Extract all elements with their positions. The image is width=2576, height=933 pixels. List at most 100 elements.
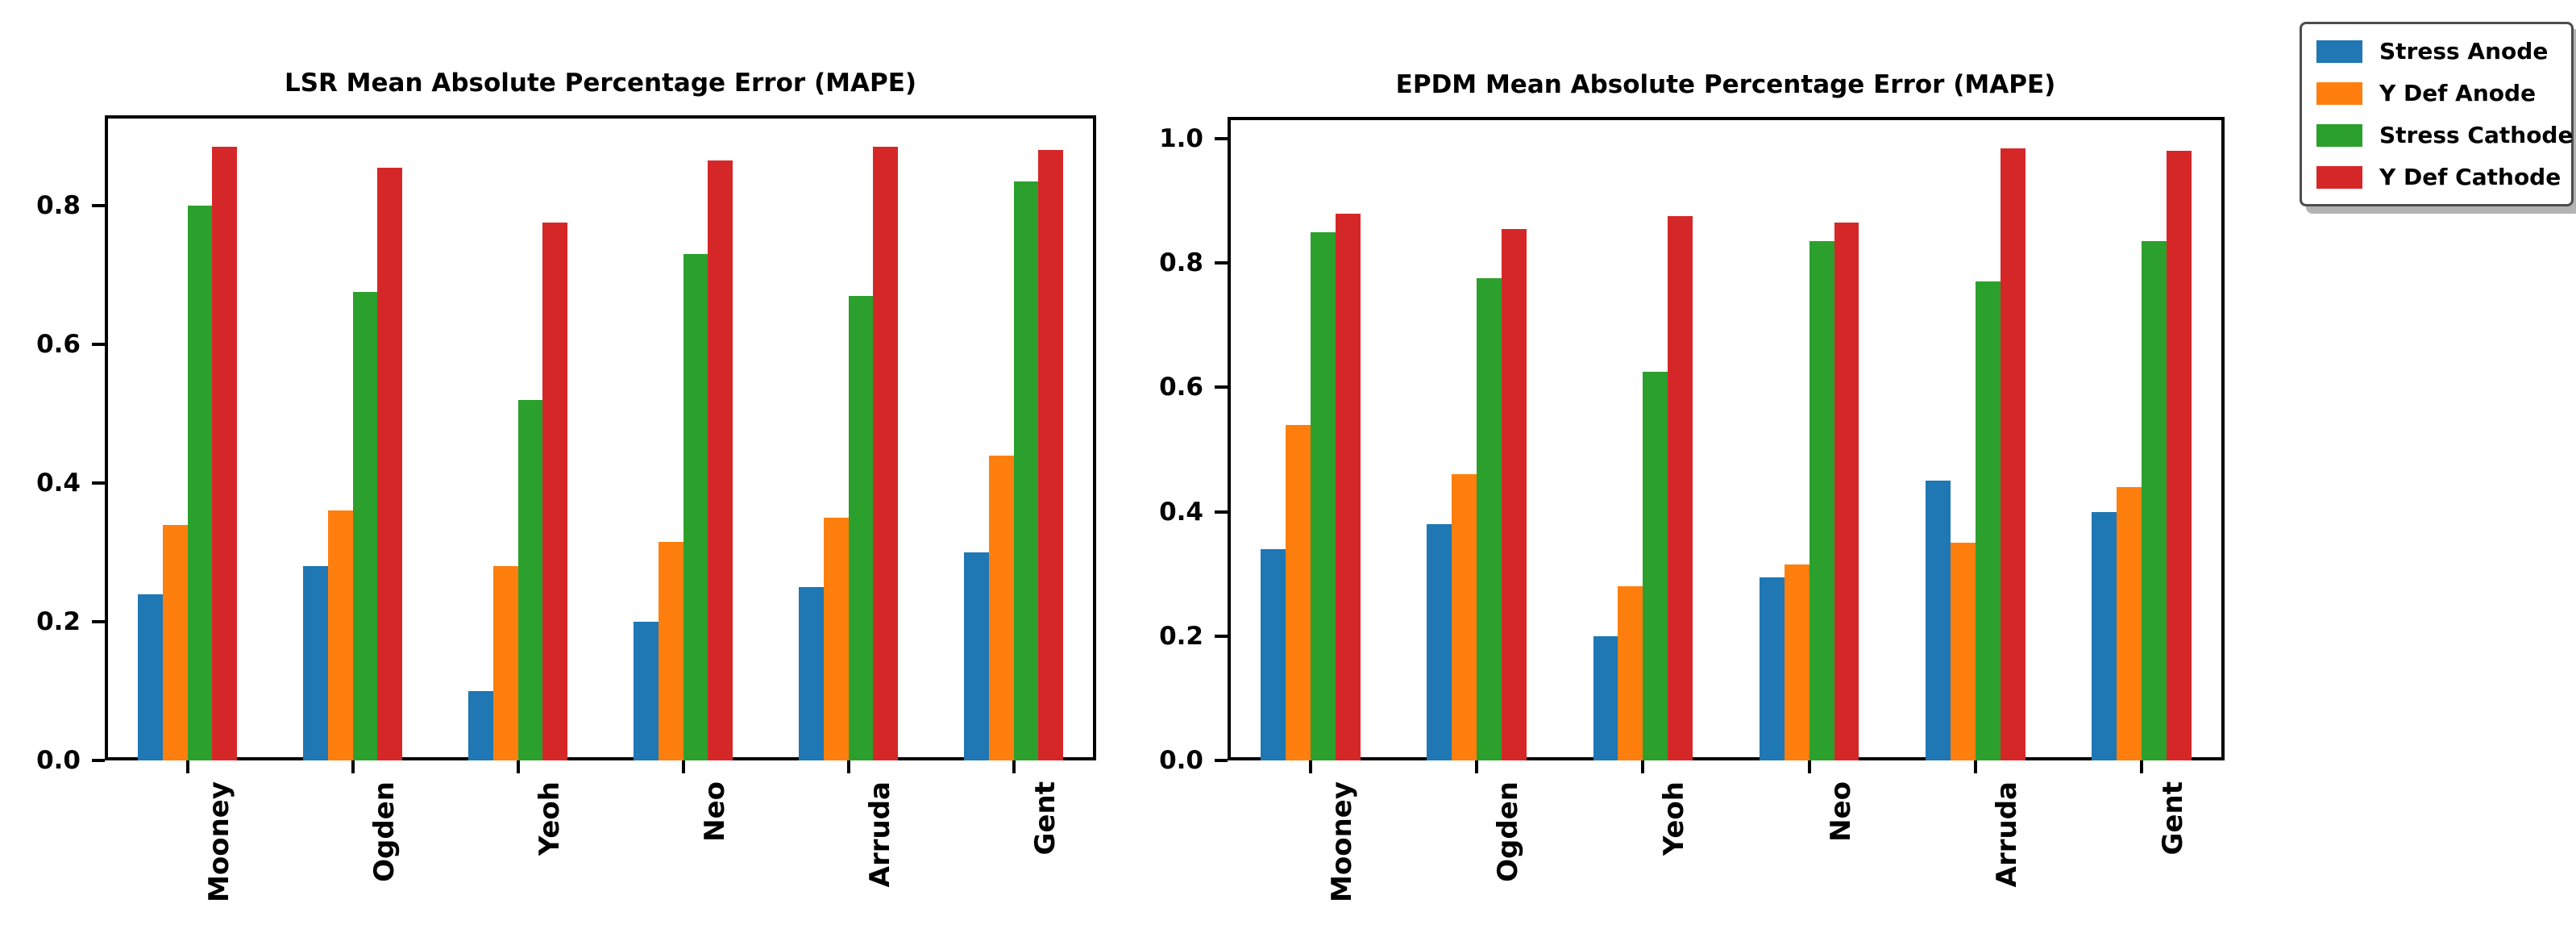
bar-stress-cathode — [683, 254, 708, 760]
y-tick-label: 0.6 — [1159, 373, 1203, 402]
y-tick-label: 0.8 — [36, 190, 81, 220]
legend-label: Y Def Anode — [2379, 80, 2537, 106]
legend-item: Y Def Cathode — [2316, 164, 2561, 190]
legend-swatch-stress-cathode — [2316, 123, 2362, 147]
x-tick-label: Mooney — [202, 781, 235, 902]
legend-swatch-y-def-cathode — [2316, 165, 2362, 189]
bar-stress-cathode — [2141, 241, 2167, 760]
bar-y-def-cathode — [873, 146, 898, 760]
y-tick-mark — [1215, 634, 1228, 638]
x-tick-label: Ogden — [1492, 781, 1525, 882]
bar-stress-anode — [468, 690, 493, 760]
bar-y-def-anode — [1618, 586, 1643, 760]
y-tick-mark — [1215, 759, 1228, 762]
y-tick-mark — [92, 203, 105, 207]
bar-y-def-anode — [1950, 543, 1976, 760]
y-tick-label: 0.4 — [36, 468, 81, 498]
bar-y-def-anode — [823, 517, 849, 760]
epdm-plot-area — [1228, 117, 2225, 760]
bar-stress-cathode — [1809, 241, 1834, 760]
x-tick-mark — [1012, 760, 1016, 773]
bar-y-def-anode — [162, 524, 188, 760]
bar-y-def-cathode — [377, 167, 402, 760]
x-tick-label: Arruda — [863, 781, 896, 888]
bar-stress-cathode — [1477, 278, 1502, 760]
y-tick-mark — [1215, 510, 1228, 514]
x-tick-mark — [516, 760, 520, 773]
bar-y-def-anode — [658, 542, 683, 760]
bar-stress-anode — [2092, 511, 2117, 760]
bar-y-def-anode — [1286, 424, 1311, 760]
y-tick-label: 0.6 — [36, 329, 81, 359]
legend-item: Stress Cathode — [2316, 122, 2573, 148]
lsr-chart-title: LSR Mean Absolute Percentage Error (MAPE… — [284, 69, 917, 98]
epdm-chart-title: EPDM Mean Absolute Percentage Error (MAP… — [1395, 70, 2056, 99]
bar-y-def-anode — [2116, 486, 2142, 760]
legend-swatch-y-def-anode — [2316, 81, 2362, 105]
bar-y-def-cathode — [1502, 228, 1527, 760]
bar-y-def-cathode — [1038, 150, 1063, 760]
bar-y-def-cathode — [542, 223, 567, 760]
x-tick-label: Mooney — [1326, 781, 1359, 902]
legend-label: Stress Cathode — [2379, 122, 2574, 148]
bar-stress-cathode — [1013, 181, 1039, 760]
bar-stress-cathode — [1975, 281, 2001, 760]
legend-item: Y Def Anode — [2316, 80, 2557, 106]
bar-y-def-cathode — [212, 146, 237, 760]
x-tick-label: Yeoh — [1658, 781, 1691, 856]
x-tick-label: Neo — [1824, 781, 1857, 842]
bar-stress-cathode — [1643, 372, 1668, 760]
x-tick-mark — [1475, 760, 1479, 773]
y-tick-label: 0.0 — [1159, 746, 1203, 775]
x-tick-label: Arruda — [1990, 781, 2023, 888]
legend-swatch-stress-anode — [2316, 40, 2362, 63]
y-tick-label: 0.2 — [36, 606, 81, 636]
bar-stress-cathode — [848, 295, 874, 760]
x-tick-mark — [1641, 760, 1645, 773]
x-tick-mark — [846, 760, 850, 773]
x-tick-label: Neo — [698, 781, 731, 842]
bar-y-def-cathode — [708, 160, 733, 760]
x-tick-mark — [185, 760, 189, 773]
x-tick-mark — [1807, 760, 1811, 773]
y-tick-label: 1.0 — [1159, 123, 1203, 153]
x-tick-label: Gent — [1028, 781, 1062, 856]
y-tick-mark — [92, 619, 105, 623]
legend-label: Stress Anode — [2379, 38, 2549, 65]
x-tick-label: Ogden — [368, 781, 401, 882]
bar-y-def-anode — [492, 566, 518, 760]
bar-y-def-anode — [1452, 474, 1477, 760]
y-tick-mark — [92, 342, 105, 346]
y-tick-mark — [92, 759, 105, 762]
x-tick-mark — [351, 760, 355, 773]
bar-y-def-cathode — [1834, 223, 1859, 760]
y-tick-label: 0.8 — [1159, 248, 1203, 278]
bar-stress-cathode — [187, 205, 213, 760]
bar-stress-anode — [964, 552, 989, 760]
lsr-plot-area — [105, 115, 1096, 760]
y-tick-mark — [1215, 136, 1228, 140]
bar-stress-anode — [1261, 548, 1286, 760]
bar-y-def-cathode — [2166, 151, 2192, 760]
bar-stress-anode — [1427, 524, 1452, 760]
bar-y-def-cathode — [1668, 216, 1693, 760]
bar-stress-anode — [1925, 481, 1951, 760]
y-tick-mark — [1215, 385, 1228, 389]
bar-stress-anode — [1759, 577, 1785, 760]
legend-item: Stress Anode — [2316, 38, 2557, 65]
bar-stress-cathode — [352, 292, 378, 760]
y-tick-label: 0.0 — [36, 746, 81, 775]
x-tick-label: Yeoh — [533, 781, 566, 856]
legend-label: Y Def Cathode — [2379, 164, 2561, 190]
x-tick-mark — [1309, 760, 1313, 773]
bar-y-def-cathode — [2000, 148, 2025, 760]
x-tick-mark — [2139, 760, 2143, 773]
x-tick-mark — [1973, 760, 1977, 773]
bar-stress-cathode — [517, 399, 543, 760]
y-tick-mark — [92, 481, 105, 485]
bar-stress-cathode — [1311, 231, 1336, 760]
bar-y-def-anode — [327, 510, 353, 760]
bar-stress-anode — [303, 566, 328, 760]
x-tick-mark — [681, 760, 685, 773]
bar-y-def-anode — [988, 455, 1014, 760]
